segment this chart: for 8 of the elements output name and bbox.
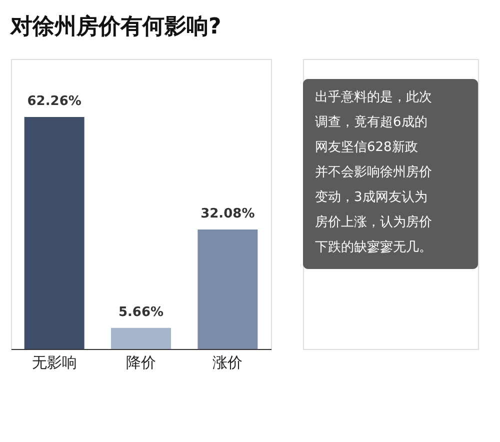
data-label: 62.26% [27, 94, 82, 109]
x-tick-label: 无影响 [32, 354, 77, 372]
data-label: 32.08% [200, 206, 255, 222]
chart-title: 对徐州房价有何影响? [10, 14, 222, 40]
x-tick-label: 降价 [126, 354, 156, 372]
data-label: 5.66% [118, 304, 164, 320]
text: 出乎意料的是，此次调查，竟有超6成的网友坚信628新政并不会影响徐州房价变动，3成网友认为房价上涨，认为房价下跌的缺寥寥无几。 [315, 90, 432, 255]
x-tick-label: 涨价 [212, 354, 243, 372]
